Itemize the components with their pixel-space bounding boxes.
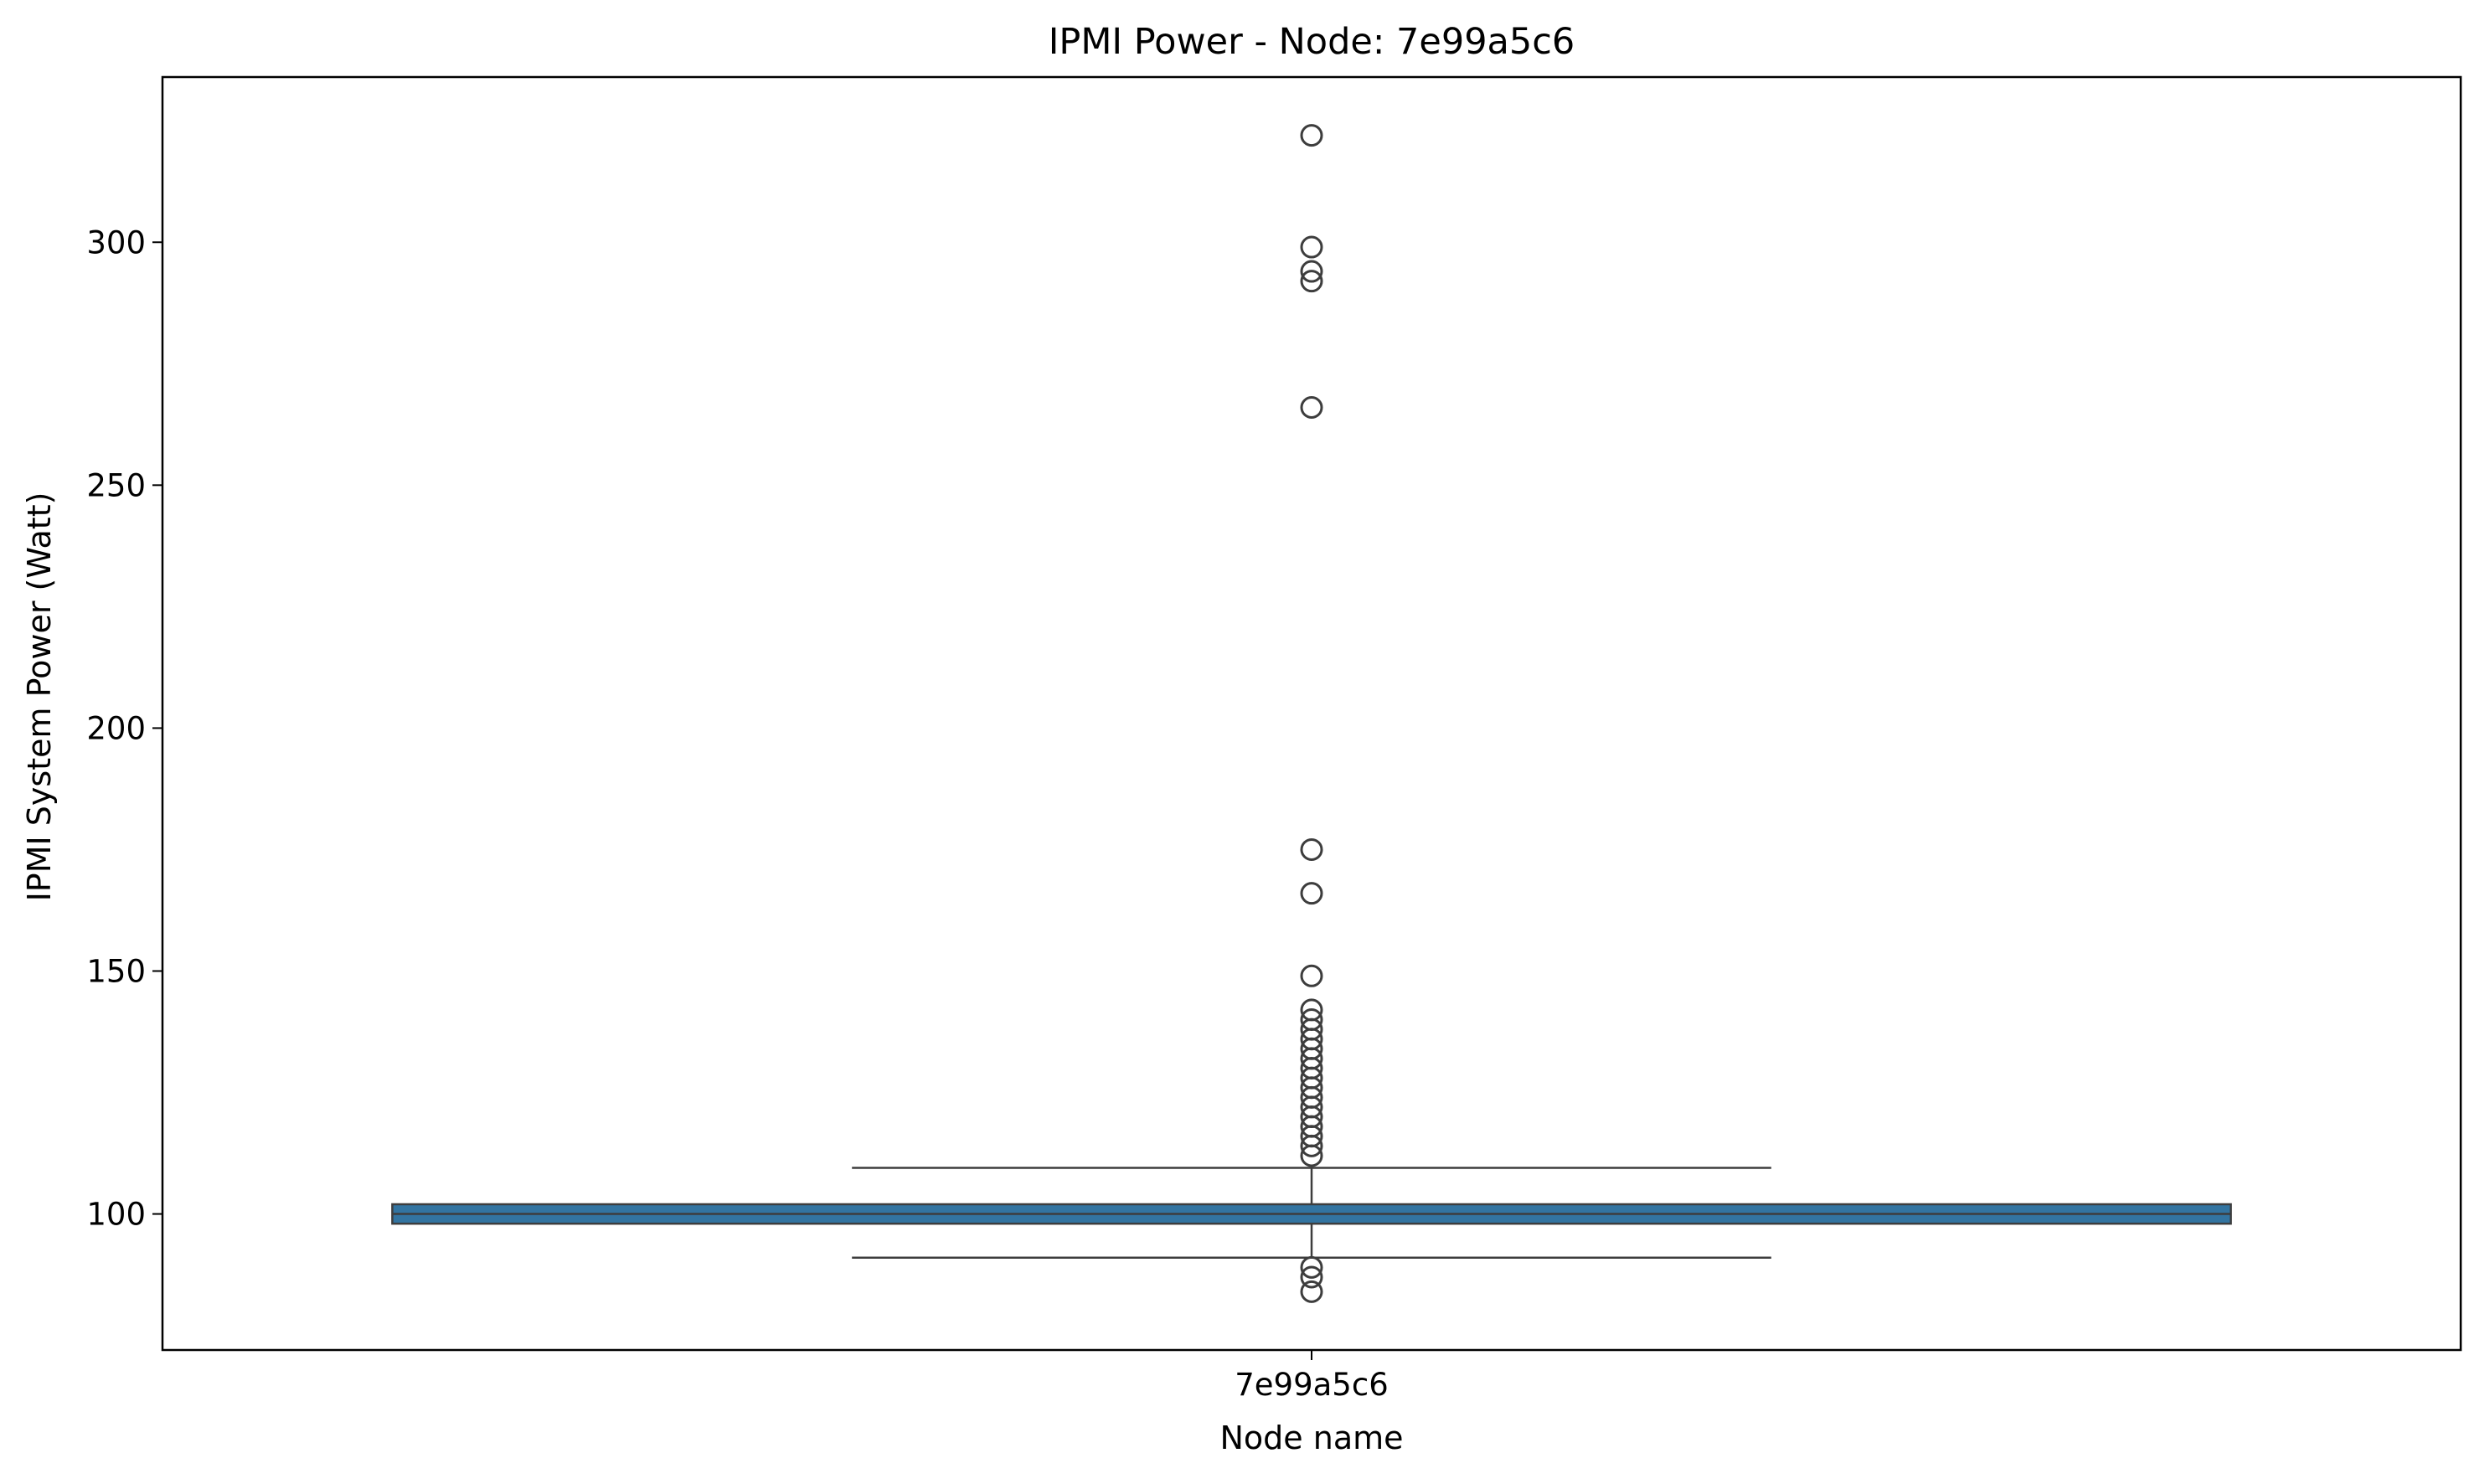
y-axis-label: IPMI System Power (Watt) [21,492,58,902]
outlier-point [1300,1144,1323,1167]
outlier-point [1300,1265,1323,1289]
y-tick-label: 100 [86,1197,146,1233]
outlier-point [1300,124,1323,147]
outlier-point [1300,1255,1323,1279]
y-tick-label: 200 [86,710,146,746]
outlier-point [1300,837,1323,861]
outlier-point [1300,235,1323,259]
outlier-point [1300,882,1323,905]
outlier-point [1300,396,1323,420]
chart-title: IPMI Power - Node: 7e99a5c6 [1049,21,1575,63]
outlier-point [1300,270,1323,293]
x-tick-label: 7e99a5c6 [1235,1367,1388,1403]
outlier-point [1300,964,1323,987]
outlier-point [1300,1280,1323,1303]
outlier-point [1300,260,1323,283]
outlier-point [1300,1134,1323,1157]
x-axis-label: Node name [1219,1420,1403,1456]
plot-area [391,124,2232,1303]
plot-frame [161,75,2462,1352]
y-tick-label: 150 [86,953,146,989]
y-tick-label: 250 [86,467,146,503]
y-tick-label: 300 [86,224,146,260]
